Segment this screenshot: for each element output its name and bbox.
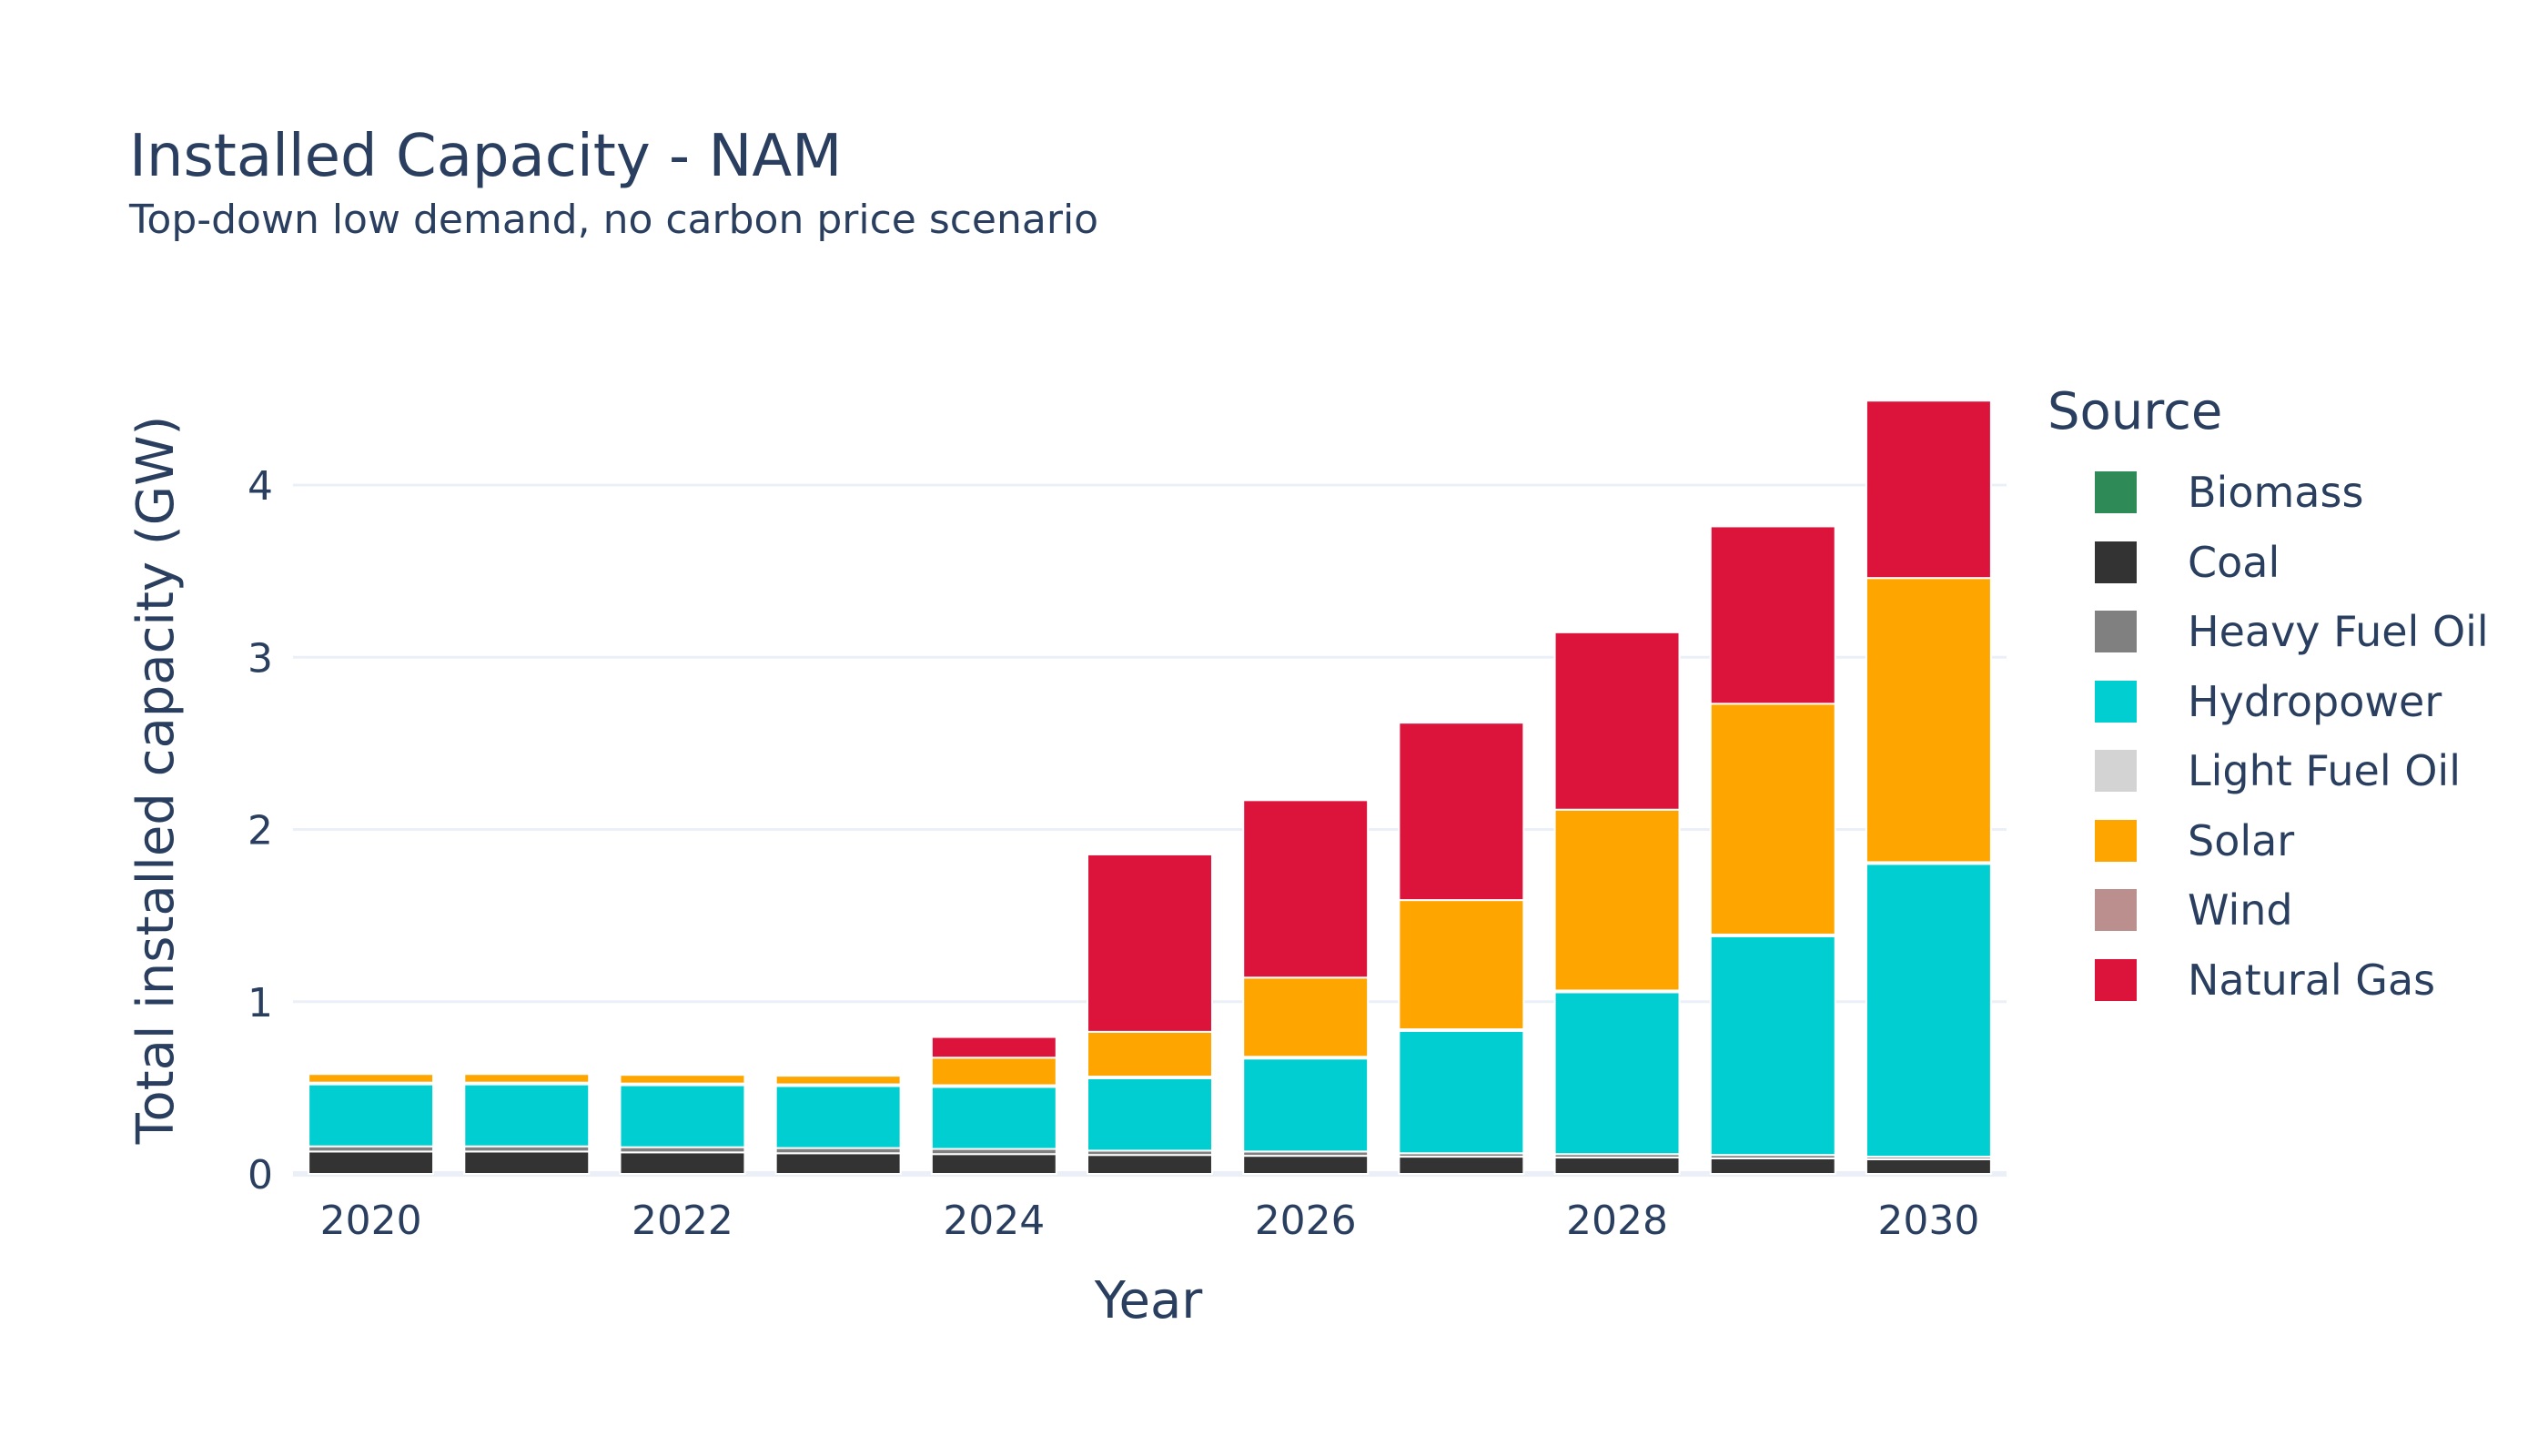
legend-swatch bbox=[2095, 750, 2137, 793]
bar-solar-2026 bbox=[1242, 976, 1370, 1058]
bar-solar-2020 bbox=[308, 1073, 435, 1084]
bar-solar-2029 bbox=[1709, 703, 1836, 935]
y-tick-label: 0 bbox=[248, 1152, 273, 1198]
bar-coal-2030 bbox=[1865, 1158, 1992, 1175]
bar-hydropower-2025 bbox=[1087, 1077, 1213, 1152]
legend-swatch bbox=[2095, 471, 2137, 514]
bar-coal-2020 bbox=[308, 1150, 435, 1175]
legend-swatch bbox=[2095, 819, 2137, 862]
legend: Source Biomass Coal Heavy Fuel Oil Hydropow… bbox=[2048, 382, 2489, 1015]
legend-label: Natural Gas bbox=[2188, 955, 2436, 1005]
x-tick-label: 2022 bbox=[632, 1198, 733, 1244]
bar-natural-gas-2024 bbox=[930, 1036, 1057, 1059]
chart-title: Installed Capacity - NAM bbox=[129, 123, 843, 190]
bar-solar-2021 bbox=[463, 1073, 591, 1084]
legend-item-coal[interactable]: Coal bbox=[2048, 528, 2489, 598]
bar-coal-2022 bbox=[619, 1151, 746, 1176]
legend-label: Heavy Fuel Oil bbox=[2188, 607, 2489, 657]
x-axis-ticks: 2020 2022 2024 2026 2028 2030 bbox=[320, 1198, 1980, 1244]
bar-hydropower-2026 bbox=[1242, 1057, 1370, 1153]
bar-coal-2026 bbox=[1242, 1155, 1370, 1175]
bar-hydropower-2022 bbox=[619, 1084, 746, 1148]
legend-label: Wind bbox=[2188, 885, 2293, 935]
bar-natural-gas-2028 bbox=[1553, 631, 1681, 811]
legend-item-natural-gas[interactable]: Natural Gas bbox=[2048, 945, 2489, 1016]
bar-solar-2023 bbox=[774, 1075, 902, 1086]
legend-swatch bbox=[2095, 541, 2137, 583]
legend-label: Solar bbox=[2188, 815, 2295, 865]
bar-natural-gas-2030 bbox=[1865, 399, 1992, 580]
bar-coal-2024 bbox=[930, 1153, 1057, 1176]
legend-label: Hydropower bbox=[2188, 676, 2442, 726]
legend-swatch bbox=[2095, 958, 2137, 1001]
bar-coal-2027 bbox=[1398, 1156, 1525, 1176]
legend-label: Coal bbox=[2188, 537, 2280, 587]
y-axis-ticks: 0 1 2 3 4 bbox=[248, 463, 273, 1198]
bar-hydropower-2024 bbox=[930, 1086, 1057, 1150]
x-tick-label: 2026 bbox=[1255, 1198, 1357, 1244]
bar-coal-2025 bbox=[1087, 1154, 1213, 1175]
bar-solar-2024 bbox=[930, 1057, 1057, 1087]
y-axis-label: Total installed capacity (GW) bbox=[126, 416, 186, 1146]
bar-solar-2027 bbox=[1398, 899, 1525, 1031]
bar-natural-gas-2027 bbox=[1398, 722, 1525, 902]
y-tick-label: 4 bbox=[248, 463, 273, 510]
x-tick-label: 2028 bbox=[1566, 1198, 1668, 1244]
legend-item-heavy-fuel-oil[interactable]: Heavy Fuel Oil bbox=[2048, 597, 2489, 667]
legend-item-hydropower[interactable]: Hydropower bbox=[2048, 667, 2489, 737]
legend-item-light-fuel-oil[interactable]: Light Fuel Oil bbox=[2048, 736, 2489, 806]
bar-natural-gas-2025 bbox=[1087, 853, 1213, 1033]
legend-item-wind[interactable]: Wind bbox=[2048, 875, 2489, 945]
x-tick-label: 2024 bbox=[943, 1198, 1045, 1244]
bar-hydropower-2021 bbox=[463, 1083, 591, 1148]
y-tick-label: 1 bbox=[248, 980, 273, 1026]
bar-natural-gas-2026 bbox=[1242, 799, 1370, 979]
bar-coal-2021 bbox=[463, 1150, 591, 1175]
bar-solar-2028 bbox=[1553, 808, 1681, 992]
bar-natural-gas-2029 bbox=[1709, 525, 1836, 705]
bar-hydropower-2020 bbox=[308, 1083, 435, 1148]
x-axis-label: Year bbox=[1094, 1271, 1204, 1330]
bar-coal-2023 bbox=[774, 1152, 902, 1175]
bars bbox=[308, 399, 1992, 1176]
legend-swatch bbox=[2095, 680, 2137, 723]
bar-solar-2030 bbox=[1865, 577, 1992, 864]
legend-items: Biomass Coal Heavy Fuel Oil Hydropower Light… bbox=[2048, 458, 2489, 1015]
bar-hydropower-2023 bbox=[774, 1085, 902, 1149]
legend-label: Light Fuel Oil bbox=[2188, 746, 2461, 796]
bar-solar-2025 bbox=[1087, 1030, 1213, 1078]
legend-label: Biomass bbox=[2188, 468, 2364, 518]
x-tick-label: 2020 bbox=[320, 1198, 422, 1244]
legend-title: Source bbox=[2048, 382, 2223, 441]
legend-item-solar[interactable]: Solar bbox=[2048, 806, 2489, 876]
bar-hydropower-2030 bbox=[1865, 863, 1992, 1158]
bar-hydropower-2028 bbox=[1553, 991, 1681, 1156]
bar-hydropower-2027 bbox=[1398, 1029, 1525, 1155]
chart-subtitle: Top-down low demand, no carbon price sce… bbox=[129, 197, 1099, 243]
legend-item-biomass[interactable]: Biomass bbox=[2048, 458, 2489, 528]
y-tick-label: 2 bbox=[248, 808, 273, 854]
bar-solar-2022 bbox=[619, 1074, 746, 1085]
bar-coal-2028 bbox=[1553, 1157, 1681, 1175]
y-tick-label: 3 bbox=[248, 635, 273, 682]
legend-swatch bbox=[2095, 611, 2137, 653]
legend-swatch bbox=[2095, 889, 2137, 932]
bar-hydropower-2029 bbox=[1709, 935, 1836, 1157]
x-tick-label: 2030 bbox=[1877, 1198, 1979, 1244]
bar-coal-2029 bbox=[1709, 1157, 1836, 1176]
